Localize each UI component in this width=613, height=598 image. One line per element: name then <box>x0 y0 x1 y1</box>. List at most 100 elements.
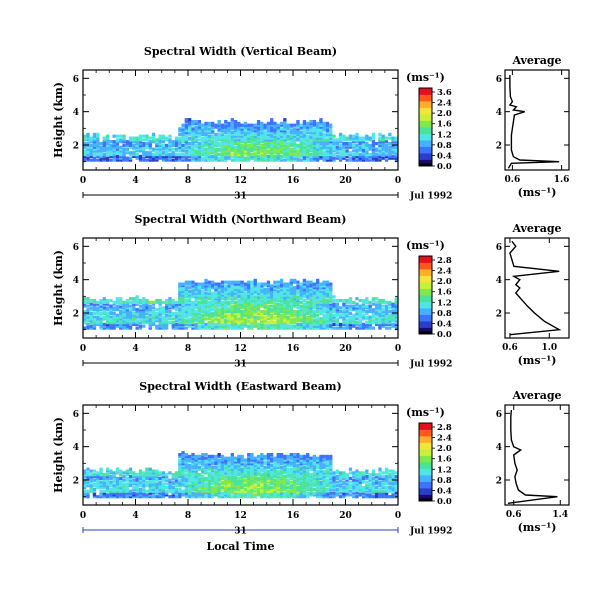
heatmap-cell <box>276 478 280 482</box>
heatmap-cell <box>293 129 297 133</box>
heatmap-cell <box>381 493 385 497</box>
heatmap-cell <box>243 478 248 482</box>
heatmap-cell <box>194 484 198 488</box>
heatmap-cell <box>286 306 290 310</box>
colorbar-swatch <box>419 288 432 296</box>
heatmap-cell <box>168 315 172 319</box>
heatmap-cell <box>194 286 198 290</box>
heatmap-cell <box>240 284 244 288</box>
heatmap-cell <box>161 140 166 144</box>
heatmap-cell <box>260 454 264 458</box>
heatmap-cell <box>253 140 257 144</box>
heatmap-cell <box>184 460 188 464</box>
heatmap-cell <box>155 484 159 488</box>
heatmap-cell <box>207 154 211 158</box>
heatmap-cell <box>361 304 366 308</box>
heatmap-cell <box>378 304 382 308</box>
heatmap-cell <box>233 284 238 288</box>
heatmap-cell <box>227 131 231 135</box>
heatmap-cell <box>309 132 313 136</box>
heatmap-cell <box>381 482 385 486</box>
heatmap-cell <box>119 138 123 142</box>
heatmap-cell <box>322 154 326 158</box>
heatmap-cell <box>388 147 392 151</box>
heatmap-cell <box>296 487 300 491</box>
heatmap-cell <box>194 465 198 469</box>
heatmap-cell <box>299 475 303 479</box>
heatmap-cell <box>227 462 231 466</box>
heatmap-cell <box>309 120 313 124</box>
heatmap-cell <box>322 458 326 462</box>
date-label: Jul 1992 <box>409 360 452 370</box>
heatmap-cell <box>119 149 123 153</box>
heatmap-cell <box>302 475 307 479</box>
heatmap-cell <box>283 151 287 155</box>
heatmap-cell <box>217 293 221 297</box>
heatmap-cell <box>270 145 274 149</box>
heatmap-cell <box>332 315 336 319</box>
heatmap-cell <box>138 326 143 330</box>
heatmap-cell <box>188 324 192 328</box>
heatmap-cell <box>83 321 87 325</box>
heatmap-cell <box>112 322 116 326</box>
heatmap-cell <box>279 467 284 471</box>
heatmap-cell <box>168 486 172 490</box>
heatmap-cell <box>293 484 297 488</box>
heatmap-cell <box>306 467 310 471</box>
heatmap-cell <box>312 462 316 466</box>
heatmap-cell <box>86 153 90 157</box>
heatmap-cell <box>352 471 356 475</box>
heatmap-cell <box>309 297 313 301</box>
unit-label: (ms⁻¹) <box>406 406 445 419</box>
heatmap-cell <box>358 321 362 325</box>
heatmap-cell <box>276 480 280 484</box>
heatmap-cell <box>237 153 241 157</box>
heatmap-cell <box>217 136 221 140</box>
heatmap-cell <box>145 311 149 315</box>
heatmap-cell <box>381 317 385 321</box>
heatmap-cell <box>312 153 316 157</box>
heatmap-cell <box>375 153 379 157</box>
heatmap-cell <box>273 469 277 473</box>
heatmap-cell <box>197 156 202 160</box>
heatmap-cell <box>194 295 198 299</box>
heatmap-cell <box>263 486 267 490</box>
heatmap-cell <box>276 304 280 308</box>
heatmap-cell <box>299 313 303 317</box>
heatmap-cell <box>151 489 156 493</box>
heatmap-cell <box>168 297 172 301</box>
heatmap-cell <box>319 121 323 125</box>
y-tick-label: 6 <box>73 75 79 85</box>
heatmap-cell <box>115 467 120 471</box>
heatmap-cell <box>247 145 251 149</box>
heatmap-cell <box>299 291 303 295</box>
heatmap-cell <box>342 476 346 480</box>
heatmap-cell <box>329 315 333 319</box>
heatmap-cell <box>352 143 356 147</box>
heatmap-cell <box>106 321 110 325</box>
heatmap-cell <box>184 464 188 468</box>
heatmap-cell <box>243 467 248 471</box>
colorbar-tick-label: 0.0 <box>437 330 452 340</box>
heatmap-cell <box>293 495 297 499</box>
heatmap-cell <box>381 310 385 314</box>
heatmap-cell <box>109 476 113 480</box>
heatmap-cell <box>119 154 123 158</box>
heatmap-cell <box>319 322 323 326</box>
heatmap-cell <box>168 480 172 484</box>
heatmap-cell <box>273 132 277 136</box>
heatmap-cell <box>207 475 211 479</box>
heatmap-cell <box>342 493 346 497</box>
heatmap-cell <box>158 302 162 306</box>
heatmap-cell <box>142 302 146 306</box>
heatmap-cell <box>253 315 257 319</box>
heatmap-cell <box>250 297 254 301</box>
heatmap-cell <box>309 476 313 480</box>
heatmap-cell <box>325 315 330 319</box>
heatmap-cell <box>299 153 303 157</box>
heatmap-cell <box>381 475 385 479</box>
heatmap-cell <box>125 299 129 303</box>
heatmap-cell <box>365 326 369 330</box>
heatmap-cell <box>253 486 257 490</box>
